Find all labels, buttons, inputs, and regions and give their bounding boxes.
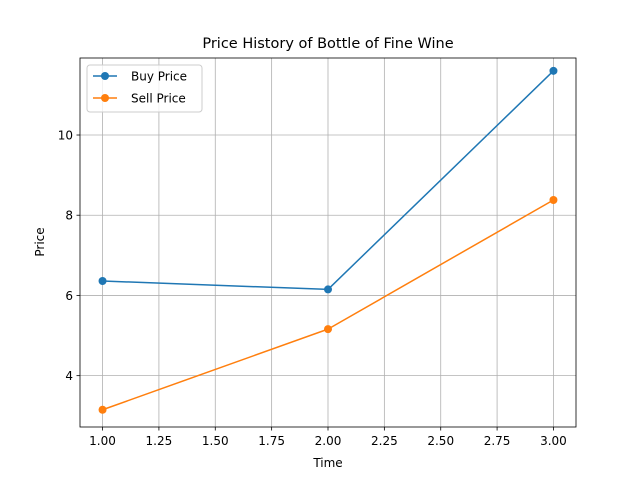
buy-price-point — [98, 277, 107, 286]
x-tick-label: 3.00 — [540, 434, 567, 448]
chart-title: Price History of Bottle of Fine Wine — [202, 36, 453, 52]
legend-item-sell-price: Sell Price — [93, 92, 186, 106]
legend-label-buy-price: Buy Price — [131, 70, 187, 84]
series-buy-price — [98, 66, 558, 294]
y-tick-label: 6 — [65, 289, 73, 303]
buy-price-point — [324, 285, 332, 294]
y-tick-label: 8 — [65, 209, 73, 223]
legend-marker-buy-price — [101, 72, 109, 80]
y-tick-label: 4 — [65, 369, 73, 383]
sell-price-point — [549, 195, 558, 204]
buy-price-point — [549, 66, 558, 75]
series-sell-price — [98, 195, 558, 414]
x-tick-label: 1.50 — [202, 434, 229, 448]
series-layer — [98, 66, 558, 414]
legend: Buy Price Sell Price — [86, 64, 203, 113]
x-tick-label: 1.75 — [258, 434, 285, 448]
x-axis-label: Time — [312, 456, 342, 470]
legend-item-buy-price: Buy Price — [93, 70, 187, 84]
y-tick-label: 10 — [58, 129, 73, 143]
x-tick-label: 2.25 — [371, 434, 398, 448]
x-tick-label: 1.00 — [89, 434, 116, 448]
x-tick-label: 2.00 — [315, 434, 342, 448]
grid-lines — [80, 58, 576, 427]
legend-marker-sell-price — [101, 94, 109, 102]
legend-label-sell-price: Sell Price — [131, 92, 186, 106]
y-axis-label: Price — [33, 227, 47, 256]
sell-price-point — [324, 325, 332, 334]
x-tick-label: 1.25 — [146, 434, 173, 448]
axis-ticks: 1.00 1.25 1.50 1.75 2.00 2.25 2.50 2.75 3.00 4 6 8 1… — [58, 129, 567, 448]
sell-price-point — [98, 405, 107, 414]
x-tick-label: 2.75 — [484, 434, 511, 448]
x-tick-label: 2.50 — [427, 434, 454, 448]
